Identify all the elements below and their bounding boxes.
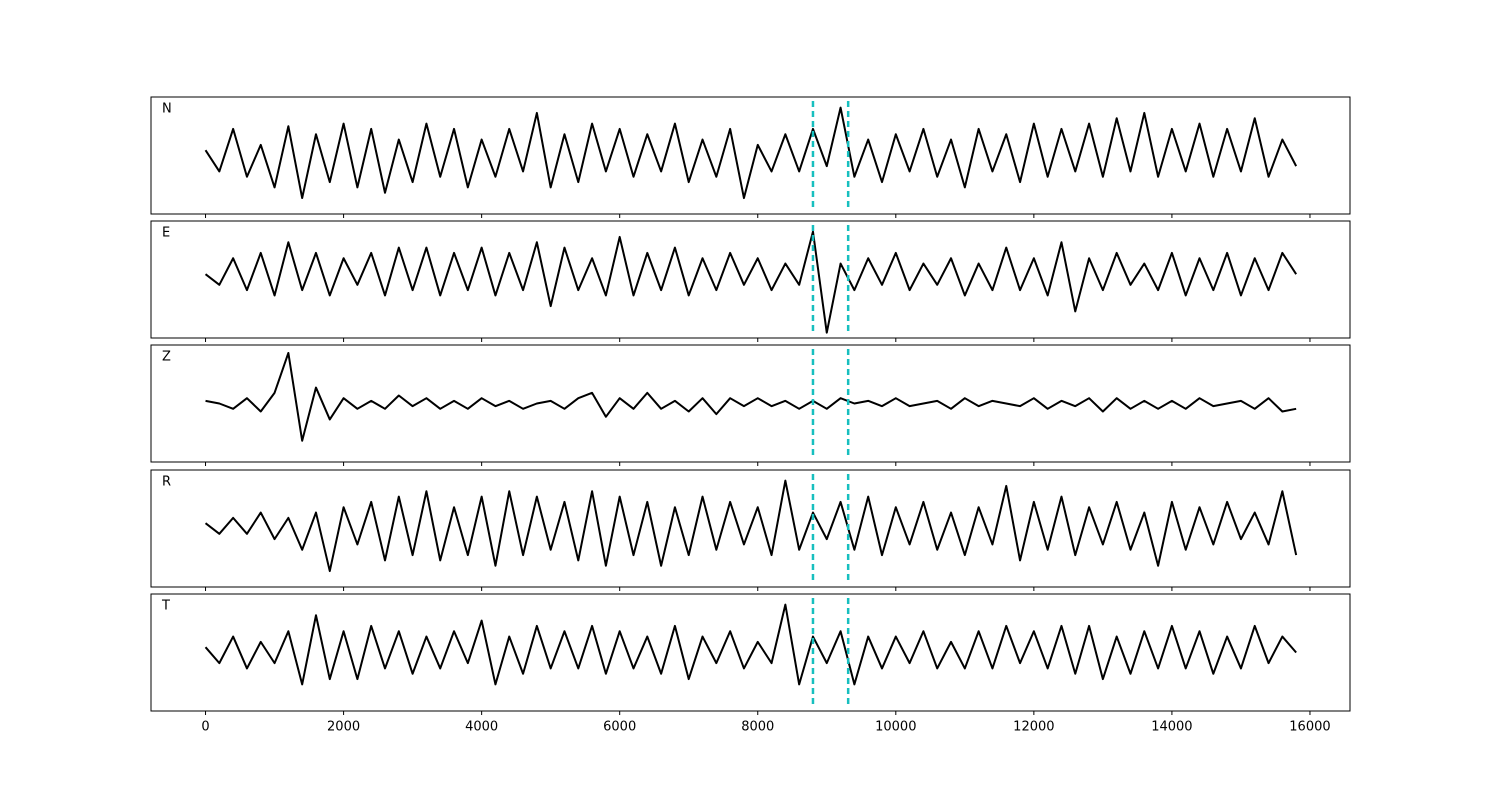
trace [205,351,1297,442]
x-tick-label: 2000 [327,720,360,735]
panel-frame [150,220,1351,339]
trace [204,603,1297,686]
x-tick-label: 6000 [603,720,636,735]
panel-label: N [162,102,172,117]
panel-label: T [161,599,170,614]
trace [204,479,1298,573]
x-tick-label: 0 [201,720,209,735]
trace [204,106,1298,200]
panel-frame [150,96,1351,215]
panel-label: E [162,226,170,241]
panel-frame [150,593,1351,712]
panel-frame [150,469,1351,588]
x-tick-label: 14000 [1151,720,1192,735]
x-tick-label: 4000 [465,720,498,735]
panel-frame [150,344,1351,463]
trace [204,230,1297,334]
panel-label: R [162,475,171,490]
x-tick-label: 8000 [741,720,774,735]
x-tick-label: 16000 [1289,720,1330,735]
panel-label: Z [162,350,171,365]
x-tick-label: 12000 [1013,720,1054,735]
x-tick-label: 10000 [875,720,916,735]
